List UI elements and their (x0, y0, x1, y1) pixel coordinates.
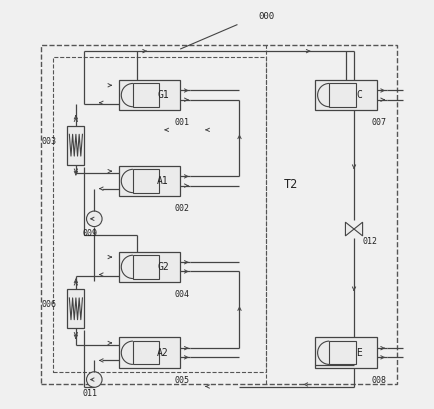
Bar (67, 290, 85, 328)
Text: G1: G1 (157, 90, 169, 100)
Bar (329, 83, 355, 107)
Text: 002: 002 (175, 204, 190, 213)
Bar (133, 83, 159, 107)
Bar (329, 341, 355, 364)
Text: 011: 011 (83, 389, 98, 398)
Bar (315, 80, 377, 110)
Bar (119, 80, 180, 110)
Text: 009: 009 (83, 229, 98, 238)
Bar (53, 57, 266, 372)
Text: 001: 001 (175, 118, 190, 127)
Bar (119, 252, 180, 282)
Text: 008: 008 (371, 376, 386, 385)
Text: A1: A1 (157, 176, 169, 186)
Text: T2: T2 (283, 178, 298, 191)
Text: 007: 007 (371, 118, 386, 127)
Bar (133, 341, 159, 364)
Text: 000: 000 (258, 12, 274, 21)
Text: 005: 005 (175, 376, 190, 385)
Bar (67, 126, 85, 164)
Polygon shape (345, 222, 354, 236)
Bar (133, 169, 159, 193)
Bar (315, 337, 377, 368)
Bar (119, 337, 180, 368)
Text: 004: 004 (175, 290, 190, 299)
Text: 012: 012 (363, 237, 378, 246)
Text: E: E (356, 348, 362, 358)
Circle shape (86, 211, 102, 227)
Text: 003: 003 (42, 137, 57, 146)
Text: A2: A2 (157, 348, 169, 358)
Text: C: C (356, 90, 362, 100)
Bar (133, 255, 159, 279)
Bar (119, 166, 180, 196)
Polygon shape (354, 222, 362, 236)
Circle shape (86, 372, 102, 387)
Text: G2: G2 (157, 262, 169, 272)
Bar (41, 45, 397, 384)
Text: 006: 006 (42, 300, 57, 309)
